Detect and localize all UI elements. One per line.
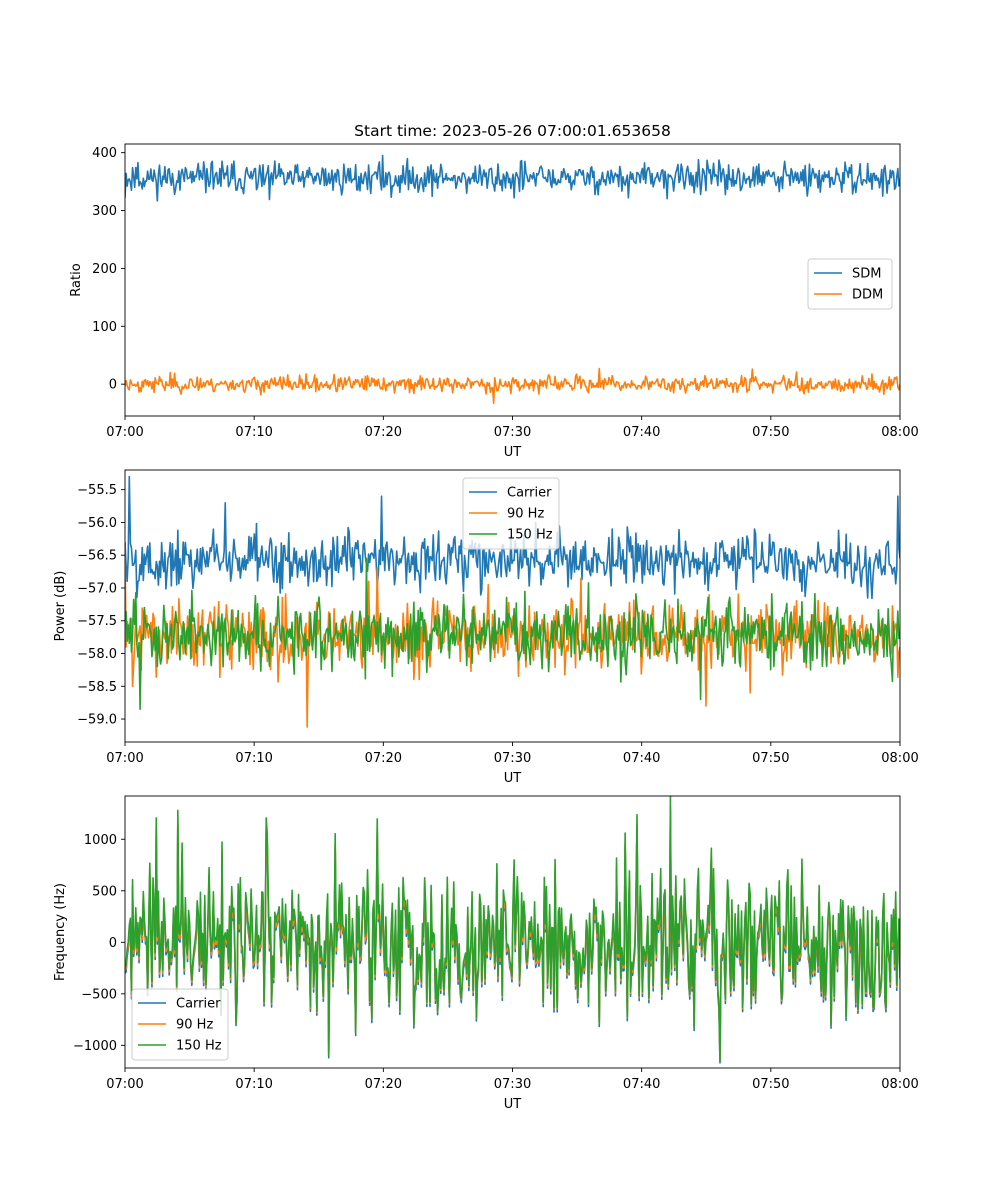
y-tick-label: −58.0 [77,647,117,662]
panel-2: 07:00 07:10 07:20 07:30 07:40 07:50 08:00 UT −59… [53,469,919,786]
x-tick-label: 07:00 [106,751,143,766]
x-tick-label: 08:00 [881,1077,918,1092]
x-tick-label: 07:40 [623,751,660,766]
y-tick-label: 200 [92,262,117,277]
y-tick-label: −59.0 [77,713,117,728]
x-tick-label: 07:20 [365,751,402,766]
x-tick-label: 07:50 [752,751,789,766]
x-tick-label: 08:00 [881,425,918,440]
x-tick-label: 07:30 [494,751,531,766]
panel-1: 07:00 07:10 07:20 07:30 07:40 07:50 08:00 UT 0 10… [69,143,919,460]
x-tick-label: 07:40 [623,425,660,440]
x-tick-label: 07:10 [235,425,272,440]
x-tick-label: 07:20 [365,1077,402,1092]
y-tick-label: 0 [109,378,117,393]
x-axis-label: UT [504,445,522,460]
series-line-sdm [125,154,900,202]
legend-label: 90 Hz [176,1018,213,1033]
y-tick-label: −1000 [73,1039,117,1054]
x-tick-label: 07:40 [623,1077,660,1092]
y-tick-label: −500 [81,987,117,1002]
legend: SDM DDM [807,258,893,310]
x-tick-label: 07:00 [106,425,143,440]
series-line-150-hz [125,557,900,711]
y-tick-label: 500 [92,884,117,899]
y-tick-label: 400 [92,146,117,161]
y-tick-label: −57.5 [77,614,117,629]
series-line-carrier [125,475,900,600]
series-line-ddm [125,367,900,405]
y-tick-label: 100 [92,320,117,335]
legend: Carrier 90 Hz 150 Hz [462,477,560,550]
x-tick-label: 07:20 [365,425,402,440]
x-tick-label: 07:30 [494,425,531,440]
figure-title: Start time: 2023-05-26 07:00:01.653658 [354,122,671,140]
legend-label: 150 Hz [176,1039,222,1054]
x-axis-label: UT [504,1097,522,1112]
x-tick-label: 07:50 [752,1077,789,1092]
y-axis-label: Frequency (Hz) [53,883,68,981]
x-tick-label: 07:00 [106,1077,143,1092]
y-tick-label: −56.5 [77,549,117,564]
y-tick-label: 300 [92,204,117,219]
y-tick-label: −55.5 [77,483,117,498]
legend-label: 90 Hz [507,507,544,522]
legend-label: SDM [852,267,881,282]
x-axis-label: UT [504,771,522,786]
x-tick-label: 07:10 [235,751,272,766]
x-tick-label: 08:00 [881,751,918,766]
y-tick-label: −56.0 [77,516,117,531]
x-tick-label: 07:10 [235,1077,272,1092]
y-tick-label: −57.0 [77,581,117,596]
x-tick-label: 07:50 [752,425,789,440]
legend-label: Carrier [176,997,221,1012]
y-tick-label: −58.5 [77,680,117,695]
legend-label: DDM [852,288,883,303]
legend: Carrier 90 Hz 150 Hz [131,988,229,1061]
panel-3: 07:00 07:10 07:20 07:30 07:40 07:50 08:00 UT −10… [53,795,919,1112]
y-tick-label: 1000 [84,833,117,848]
legend-label: 150 Hz [507,528,553,543]
series-line-150-hz [125,796,900,1063]
y-axis-label: Power (dB) [53,571,68,642]
y-axis-label: Ratio [69,263,84,296]
legend-label: Carrier [507,486,552,501]
y-tick-label: 0 [109,936,117,951]
x-tick-label: 07:30 [494,1077,531,1092]
